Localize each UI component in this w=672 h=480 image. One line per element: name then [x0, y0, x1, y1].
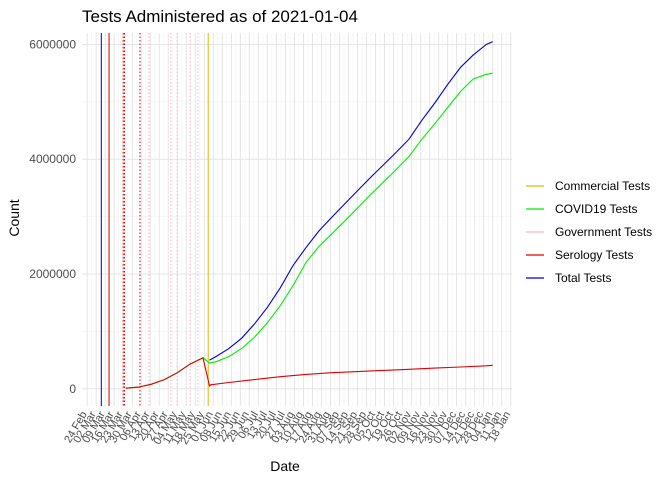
y-tick-label: 2000000 — [29, 267, 76, 281]
grid — [82, 33, 512, 406]
y-tick-label: 0 — [69, 382, 76, 396]
y-tick-label: 4000000 — [29, 152, 76, 166]
series-line-total-tests — [209, 41, 493, 361]
y-axis-title: Count — [6, 199, 22, 236]
legend-label: COVID19 Tests — [555, 202, 637, 216]
legend-label: Serology Tests — [555, 248, 634, 262]
legend-label: Government Tests — [555, 225, 652, 239]
y-tick-labels: 0 2000000 4000000 6000000 — [29, 37, 76, 395]
vertical-lines — [100, 33, 209, 406]
legend-label: Total Tests — [555, 271, 611, 285]
series-line-covid19-tests — [125, 72, 493, 389]
legend-label: Commercial Tests — [555, 179, 650, 193]
y-tick-label: 6000000 — [29, 37, 76, 51]
series-lines — [125, 41, 493, 389]
series-line-serology-tests — [125, 357, 493, 389]
x-axis-title: Date — [270, 458, 300, 474]
legend: Commercial Tests COVID19 Tests Government … — [526, 179, 652, 285]
chart-title: Tests Administered as of 2021-01-04 — [82, 7, 358, 26]
